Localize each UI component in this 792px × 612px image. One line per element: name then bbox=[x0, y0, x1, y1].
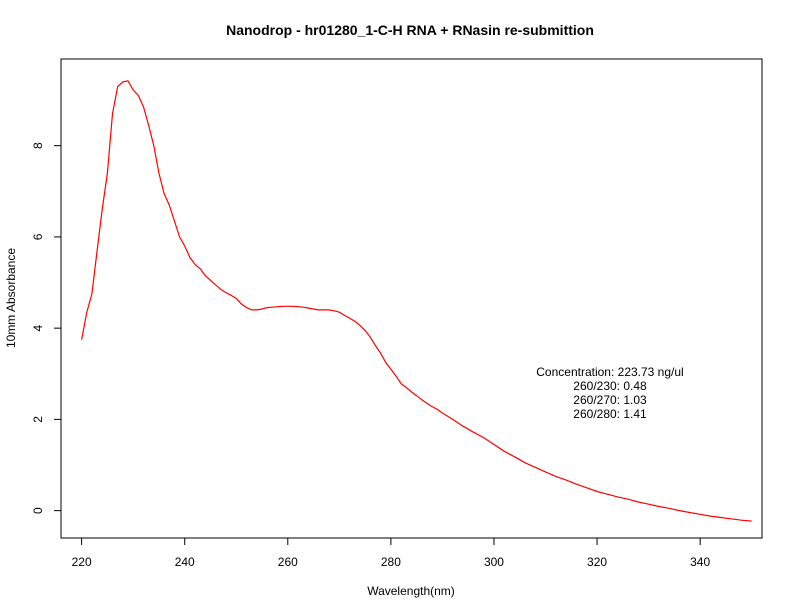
x-tick-label: 340 bbox=[690, 555, 710, 569]
x-tick-label: 300 bbox=[484, 555, 504, 569]
y-axis-label: 10mm Absorbance bbox=[4, 248, 18, 348]
x-tick-label: 260 bbox=[278, 555, 298, 569]
x-axis: 220 240 260 280 300 320 340 bbox=[72, 537, 710, 569]
y-tick-label: 2 bbox=[31, 416, 45, 423]
x-tick-label: 240 bbox=[175, 555, 195, 569]
x-tick-label: 320 bbox=[587, 555, 607, 569]
chart-title: Nanodrop - hr01280_1-C-H RNA + RNasin re… bbox=[226, 22, 594, 38]
y-tick-label: 6 bbox=[31, 233, 45, 240]
y-tick-label: 4 bbox=[31, 324, 45, 331]
x-tick-label: 280 bbox=[381, 555, 401, 569]
x-axis-label: Wavelength(nm) bbox=[367, 584, 455, 598]
ratio-260-270-text: 260/270: 1.03 bbox=[573, 393, 647, 407]
y-axis: 0 2 4 6 8 bbox=[31, 142, 62, 514]
absorbance-line bbox=[81, 80, 752, 522]
plot-frame bbox=[60, 58, 763, 539]
y-tick-label: 8 bbox=[31, 142, 45, 149]
y-tick-label: 0 bbox=[31, 507, 45, 514]
stats-annotation: Concentration: 223.73 ng/ul 260/230: 0.4… bbox=[536, 365, 683, 421]
concentration-text: Concentration: 223.73 ng/ul bbox=[536, 365, 683, 379]
ratio-260-280-text: 260/280: 1.41 bbox=[573, 407, 647, 421]
x-tick-label: 220 bbox=[72, 555, 92, 569]
ratio-260-230-text: 260/230: 0.48 bbox=[573, 379, 647, 393]
